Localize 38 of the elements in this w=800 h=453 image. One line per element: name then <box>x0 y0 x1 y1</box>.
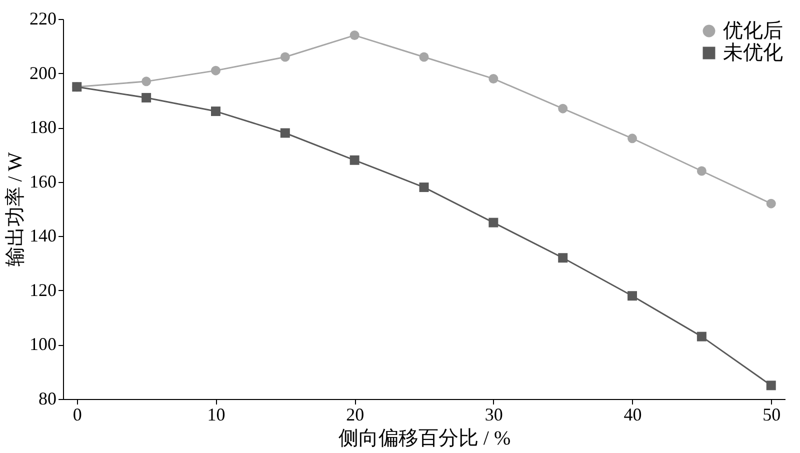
point <box>628 134 638 144</box>
point <box>350 155 360 165</box>
x-axis-title: 侧向偏移百分比 / % <box>338 428 511 450</box>
y-tick-label: 160 <box>30 171 56 192</box>
point <box>280 128 290 138</box>
point <box>419 182 429 192</box>
point <box>350 30 360 40</box>
y-tick-label: 120 <box>30 280 56 300</box>
point <box>558 104 568 114</box>
point <box>488 74 498 84</box>
point <box>488 218 498 228</box>
x-tick-label: 40 <box>624 404 642 424</box>
y-tick-label: 140 <box>30 226 56 246</box>
y-tick-label: 200 <box>30 62 56 83</box>
point <box>142 92 152 102</box>
y-axis-title: 输出功率 / W <box>4 152 26 267</box>
legend-label: 未优化 <box>723 42 783 64</box>
legend-label: 优化后 <box>723 20 783 42</box>
point <box>210 66 220 76</box>
y-tick-label: 100 <box>30 334 56 354</box>
x-tick-label: 50 <box>762 404 781 424</box>
point <box>696 332 706 342</box>
point <box>696 166 706 176</box>
x-tick-label: 0 <box>72 404 82 424</box>
point <box>210 106 220 116</box>
x-tick-label: 10 <box>207 404 226 424</box>
point <box>142 76 152 86</box>
point <box>419 52 429 62</box>
point <box>766 198 776 208</box>
point <box>628 291 638 301</box>
point <box>766 380 776 390</box>
y-tick-label: 80 <box>38 388 56 408</box>
x-tick-label: 30 <box>484 404 503 424</box>
x-tick-label: 20 <box>346 404 364 424</box>
point <box>558 253 568 263</box>
point <box>280 52 290 62</box>
y-tick-label: 180 <box>30 117 56 138</box>
y-tick-label: 220 <box>30 8 56 28</box>
